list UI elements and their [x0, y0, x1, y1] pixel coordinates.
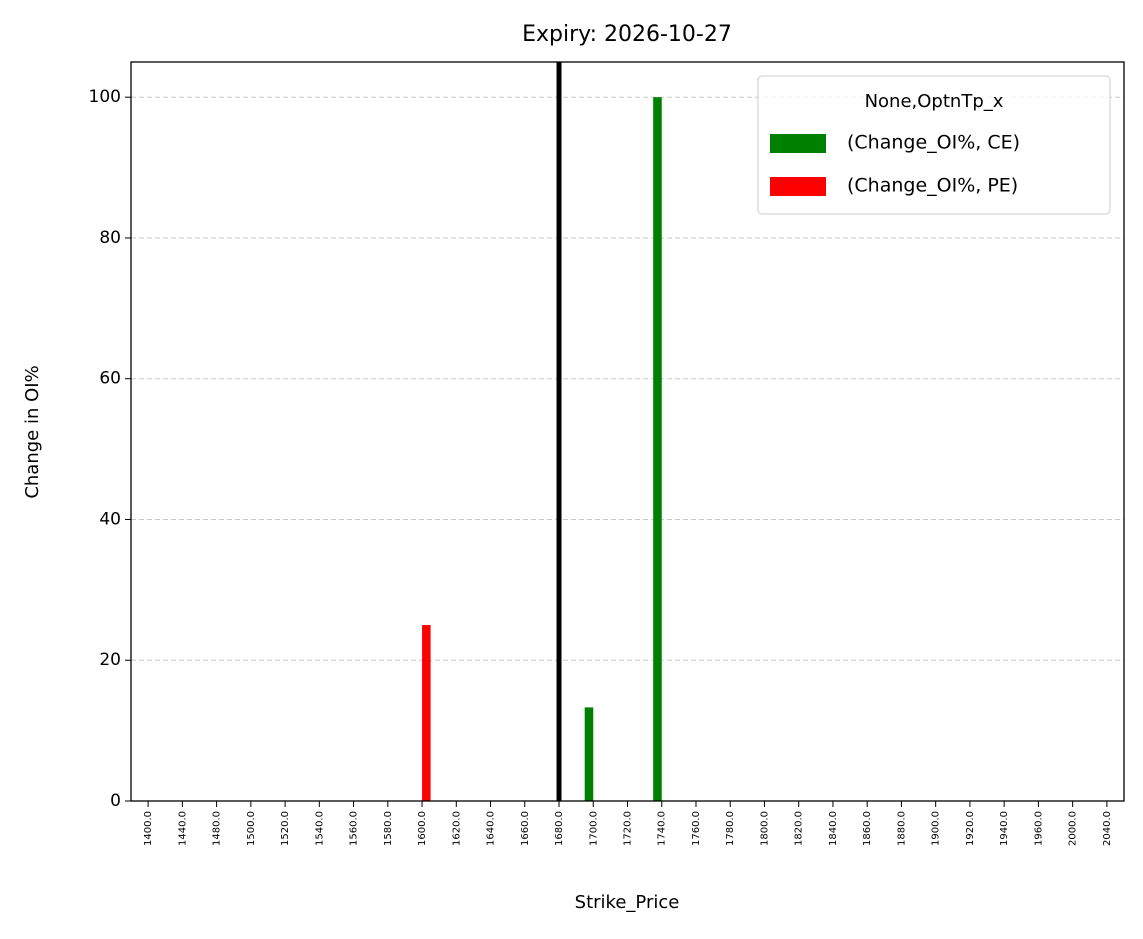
x-tick-label: 1400.0	[143, 811, 154, 846]
legend-title: None,OptnTp_x	[865, 91, 1004, 112]
legend-label: (Change_OI%, PE)	[847, 175, 1018, 197]
x-tick-label: 1800.0	[759, 811, 770, 846]
x-tick-label: 1620.0	[451, 811, 462, 846]
x-tick-label: 1780.0	[725, 811, 736, 846]
x-tick-label: 1740.0	[657, 811, 668, 846]
x-tick-label: 1520.0	[280, 811, 291, 846]
y-tick-label: 80	[99, 228, 121, 248]
legend-swatch	[770, 177, 826, 196]
x-tick-label: 1940.0	[999, 811, 1010, 846]
x-tick-label: 1580.0	[383, 811, 394, 846]
x-tick-label: 1720.0	[623, 811, 634, 846]
x-tick-label: 1640.0	[486, 811, 497, 846]
x-tick-label: 1560.0	[349, 811, 360, 846]
x-tick-label: 1840.0	[828, 811, 839, 846]
x-tick-label: 1440.0	[177, 811, 188, 846]
x-tick-label: 2000.0	[1068, 811, 1079, 846]
bar	[584, 707, 594, 801]
x-tick-label: 1820.0	[794, 811, 805, 846]
y-tick-label: 20	[99, 650, 121, 670]
x-tick-label: 1600.0	[417, 811, 428, 846]
x-tick-label: 1660.0	[520, 811, 531, 846]
y-tick-label: 0	[110, 791, 121, 811]
bar	[653, 97, 662, 801]
x-tick-label: 1760.0	[691, 811, 702, 846]
x-tick-label: 1880.0	[896, 811, 907, 846]
x-tick-label: 1480.0	[212, 811, 223, 846]
y-tick-label: 40	[99, 509, 121, 529]
plot-frame	[130, 61, 1125, 802]
y-axis-label: Change in OI%	[22, 365, 43, 498]
legend-swatch	[770, 134, 826, 153]
x-tick-label: 1920.0	[965, 811, 976, 846]
y-tick-label: 100	[89, 87, 121, 107]
legend-label: (Change_OI%, CE)	[847, 132, 1020, 154]
x-tick-label: 1860.0	[862, 811, 873, 846]
legend-box	[757, 75, 1111, 215]
x-tick-label: 1500.0	[246, 811, 257, 846]
chart-title: Expiry: 2026-10-27	[522, 22, 732, 47]
x-tick-label: 1960.0	[1033, 811, 1044, 846]
x-tick-label: 1900.0	[931, 811, 942, 846]
x-tick-label: 2040.0	[1102, 811, 1113, 846]
x-axis-label: Strike_Price	[575, 892, 680, 913]
x-tick-label: 1700.0	[588, 811, 599, 846]
x-tick-label: 1540.0	[314, 811, 325, 846]
x-tick-label: 1680.0	[554, 811, 565, 846]
bar	[422, 625, 431, 801]
y-tick-label: 60	[99, 369, 121, 389]
